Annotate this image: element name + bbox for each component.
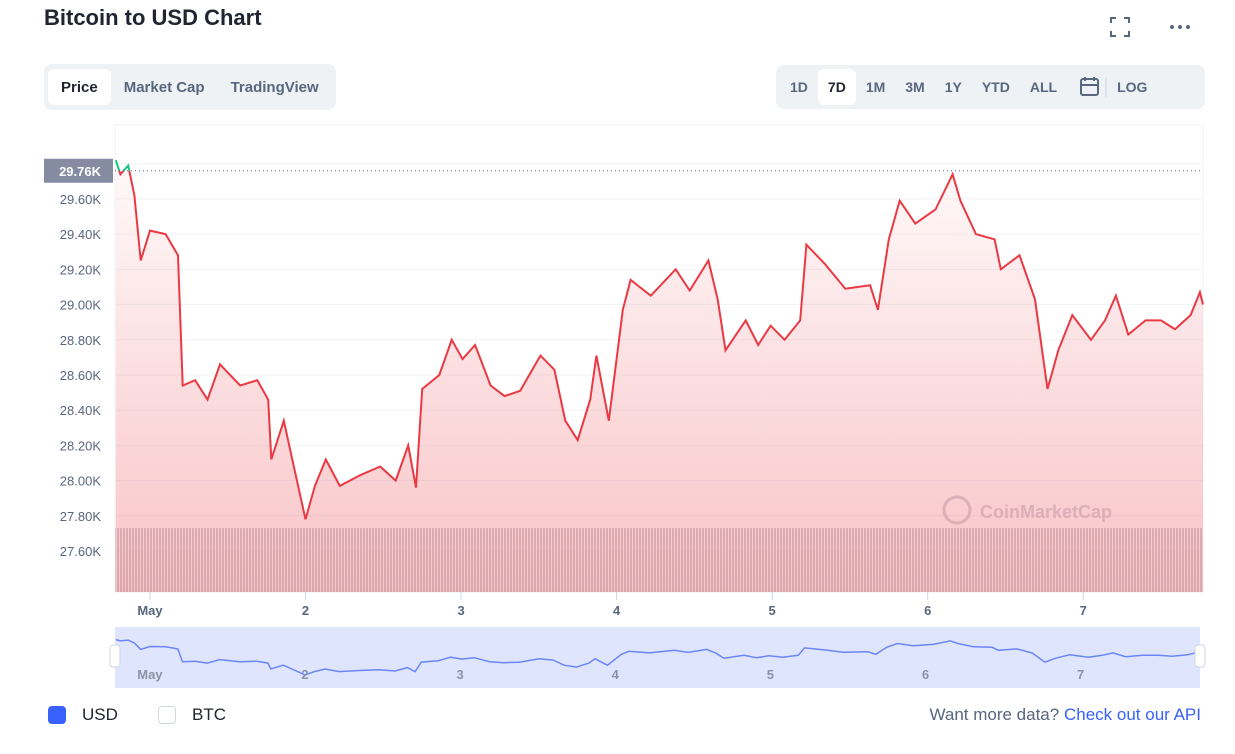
tab[interactable]: Price [48,69,111,105]
log-button[interactable]: LOG [1107,69,1157,105]
y-tick-label: 28.20K [60,438,102,453]
checkbox-label: BTC [192,705,226,724]
x-tick-label: 5 [769,603,776,618]
fullscreen-icon[interactable] [1110,17,1130,37]
usd-toggle[interactable]: USD [48,705,118,725]
x-tick-label: 2 [302,603,309,618]
tab[interactable]: TradingView [218,69,332,105]
footer: USD BTC Want more data? Check out our AP… [0,700,1235,732]
more-data: Want more data? Check out our API [929,705,1201,725]
tab-group: Price Market Cap TradingView [44,64,336,110]
navigator-handle[interactable] [1194,644,1206,668]
chart: 27.60K 27.80K 28.00K 28.20K 28.40K 28.60K 28.8… [44,124,1206,688]
more-icon[interactable] [1168,17,1192,37]
checkbox[interactable] [48,706,66,724]
navigator-label: 3 [457,667,464,682]
y-tick-label: 29.40K [60,227,102,242]
y-tick-label: 27.80K [60,509,102,524]
y-tick-label: 28.00K [60,474,102,489]
range-button[interactable]: 1D [780,69,818,105]
range-button[interactable]: 7D [817,69,856,105]
range-button[interactable]: 3M [895,69,934,105]
price-line [118,170,1204,520]
y-tick-label: 29.60K [60,192,102,207]
current-price-badge [44,158,113,183]
title: Bitcoin to USD Chart [44,5,262,30]
y-tick-label: 28.60K [60,368,102,383]
checkbox[interactable] [158,706,176,724]
prompt: Want more data? [929,705,1060,724]
navigator-label: 4 [612,667,620,682]
x-tick-label: 7 [1080,603,1087,618]
range-button[interactable]: YTD [972,69,1020,105]
x-tick-label: 3 [457,603,464,618]
navigator-label: 2 [301,667,308,682]
y-tick-label: 28.40K [60,403,102,418]
navigator-label: 6 [922,667,929,682]
y-tick-label: 27.60K [60,544,102,559]
tab[interactable]: Market Cap [111,69,218,105]
checkbox-label: USD [82,705,118,724]
y-tick-label: 28.80K [60,333,102,348]
navigator-label: 7 [1077,667,1084,682]
api-link[interactable]: Check out our API [1063,705,1201,724]
navigator-line [115,638,1201,676]
range-button[interactable]: 1Y [935,69,972,105]
navigator-label: May [137,667,163,682]
y-tick-label: 29.00K [60,298,102,313]
range-button[interactable]: ALL [1020,69,1067,105]
range-group: 1D 7D 1M 3M 1Y YTD ALL LOG [776,65,1205,109]
current-price-label: 29.76K [59,164,102,179]
y-tick-label: 29.20K [60,262,102,277]
range-button[interactable]: 1M [856,69,895,105]
x-tick-label: 6 [924,603,931,618]
navigator [115,627,1200,688]
navigator-label: 5 [767,667,774,682]
x-tick-label: 4 [613,603,621,618]
btc-toggle[interactable]: BTC [158,705,226,725]
navigator-handle[interactable] [109,644,121,668]
price-area [115,160,1203,592]
x-tick-label: May [137,603,163,618]
calendar-icon[interactable] [1067,77,1107,97]
